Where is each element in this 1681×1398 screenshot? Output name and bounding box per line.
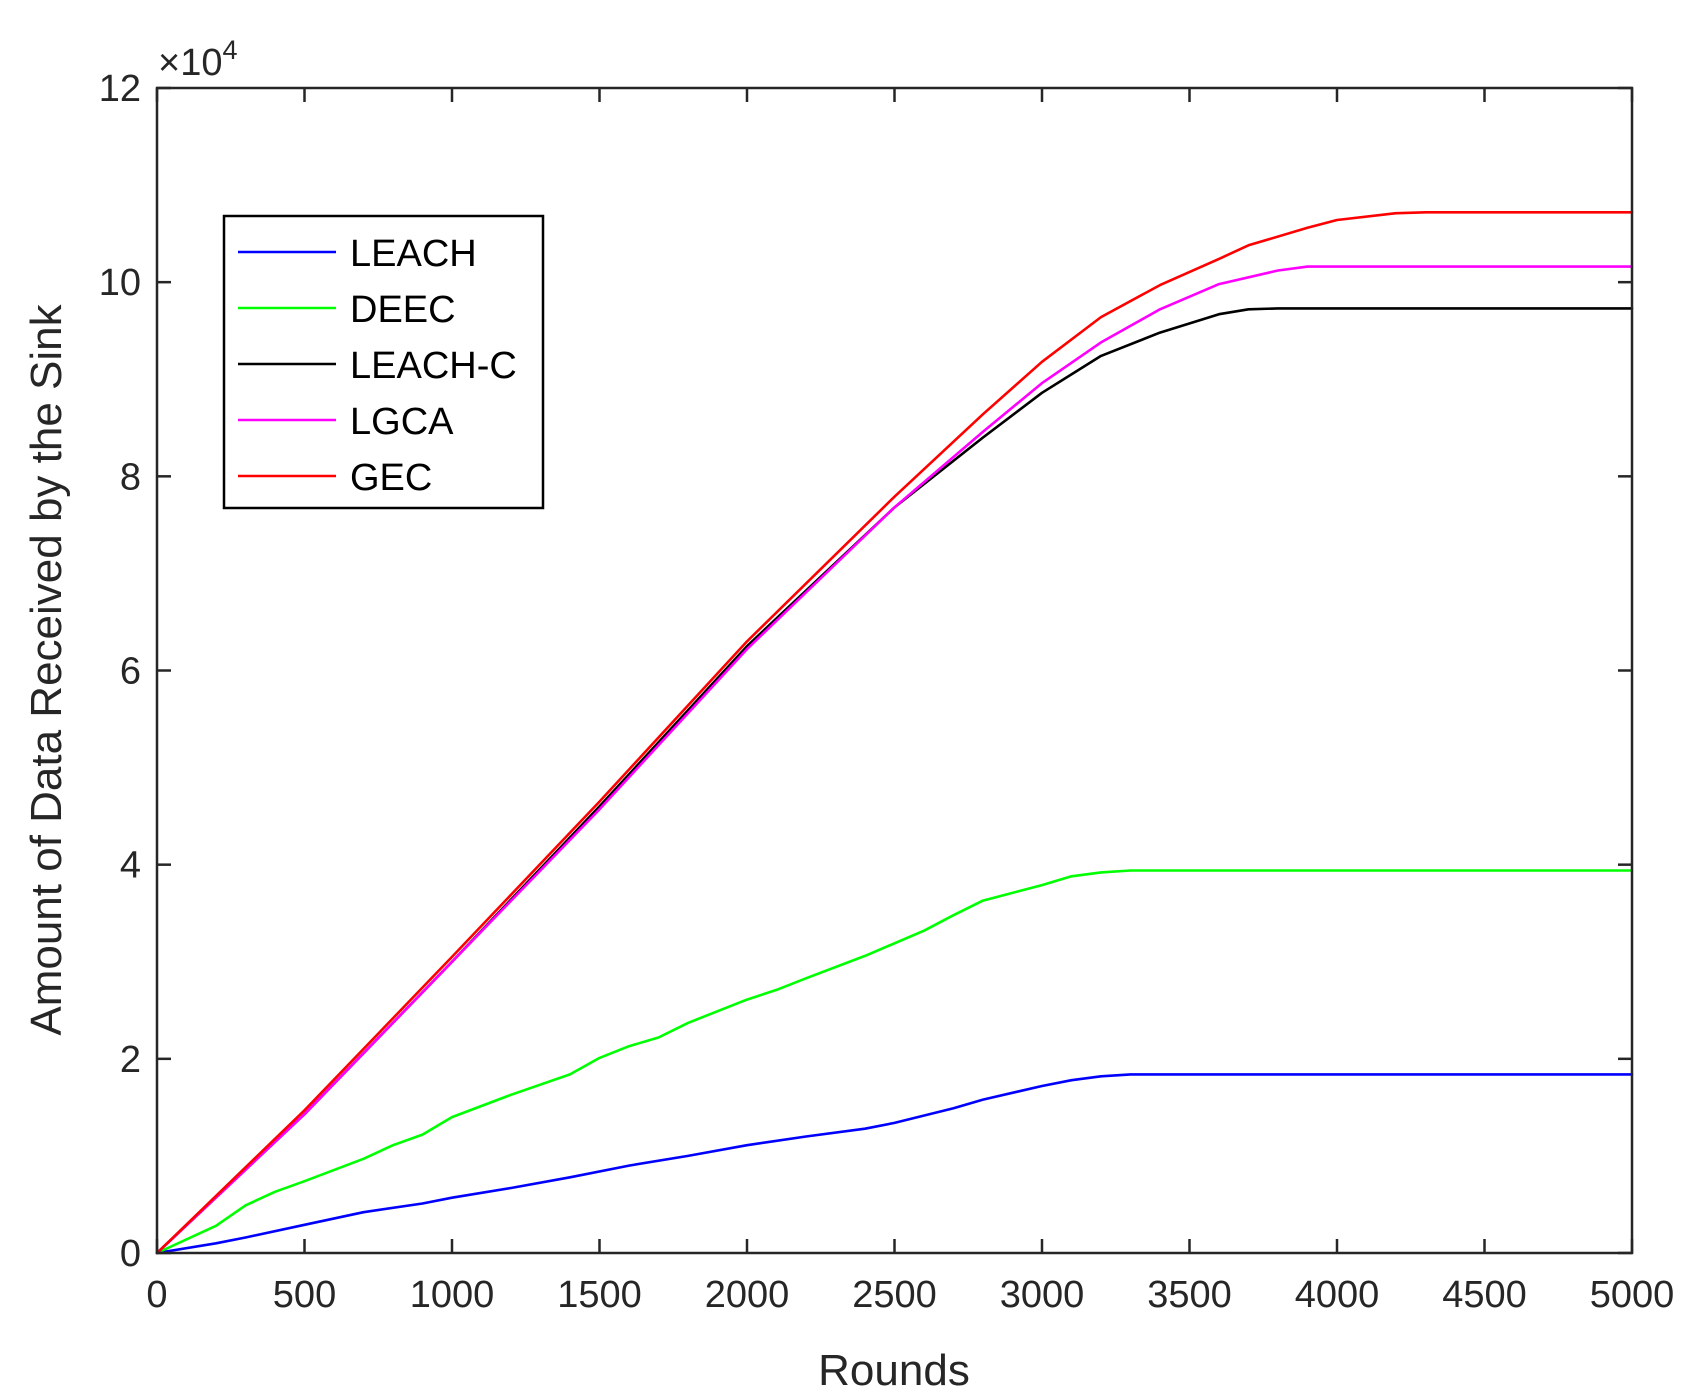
x-tick-label-3: 1500 — [557, 1274, 642, 1316]
y-tick-labels: 0 2 4 6 8 10 12 — [99, 68, 141, 1275]
series-lines — [155, 211, 1634, 1255]
legend-label-lgca: LGCA — [350, 401, 454, 443]
x-tick-label-0: 0 — [146, 1274, 167, 1316]
y-tick-label-1: 2 — [120, 1039, 141, 1081]
x-tick-label-6: 3000 — [1000, 1274, 1085, 1316]
axis-ticks — [155, 86, 1634, 1255]
x-tick-label-5: 2500 — [852, 1274, 937, 1316]
x-axis-title: Rounds — [818, 1346, 970, 1395]
legend-label-deec: DEEC — [350, 289, 456, 331]
series-line-lgca — [155, 265, 1634, 1255]
series-line-gec — [155, 211, 1634, 1255]
legend-entries: LEACH DEEC LEACH-C LGCA GEC — [238, 233, 517, 499]
series-line-leach — [155, 1073, 1634, 1255]
y-axis-title: Amount of Data Received by the Sink — [22, 303, 71, 1035]
plot-frame — [155, 86, 1634, 1255]
y-tick-label-2: 4 — [120, 845, 141, 887]
legend-label-gec: GEC — [350, 457, 432, 499]
y-tick-label-0: 0 — [120, 1233, 141, 1275]
y-exponent-power: 4 — [222, 35, 237, 65]
y-tick-label-5: 10 — [99, 262, 141, 304]
y-exponent-label: ×104 — [158, 35, 238, 84]
x-tick-label-8: 4000 — [1295, 1274, 1380, 1316]
x-tick-label-1: 500 — [273, 1274, 336, 1316]
x-tick-label-10: 5000 — [1590, 1274, 1675, 1316]
legend-box — [222, 214, 545, 510]
legend: LEACH DEEC LEACH-C LGCA GEC — [222, 214, 545, 510]
x-tick-label-2: 1000 — [410, 1274, 495, 1316]
y-tick-label-6: 12 — [99, 68, 141, 110]
legend-label-leach-c: LEACH-C — [350, 345, 517, 387]
x-tick-labels: 0 500 1000 1500 2000 2500 3000 3500 4000 4500 5000 — [146, 1274, 1674, 1316]
x-tick-label-7: 3500 — [1147, 1274, 1232, 1316]
y-tick-label-3: 6 — [120, 651, 141, 693]
legend-label-leach: LEACH — [350, 233, 477, 275]
x-tick-label-4: 2000 — [705, 1274, 790, 1316]
series-line-deec — [155, 869, 1634, 1255]
x-tick-label-9: 4500 — [1442, 1274, 1527, 1316]
y-tick-label-4: 8 — [120, 456, 141, 498]
